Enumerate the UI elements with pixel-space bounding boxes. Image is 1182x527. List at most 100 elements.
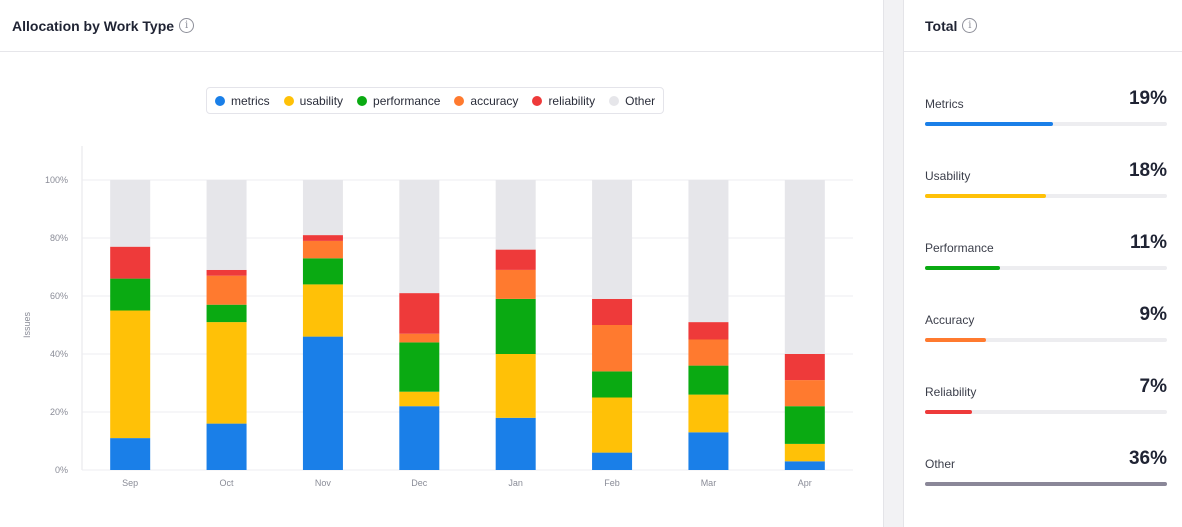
bar-segment-reliability — [399, 293, 440, 334]
legend-label-other: Other — [625, 93, 656, 108]
bar-segment-performance — [110, 278, 151, 311]
bar-segment-accuracy — [206, 275, 247, 305]
total-bar-track — [925, 122, 1167, 126]
total-value: 19% — [1128, 88, 1167, 109]
legend-item-metrics[interactable]: metrics — [215, 94, 270, 108]
total-label: Accuracy — [925, 313, 975, 327]
bar-segment-other — [592, 180, 633, 299]
bar-segment-other — [784, 180, 825, 354]
total-bar-fill — [925, 266, 1001, 270]
legend-item-reliability[interactable]: reliability — [532, 94, 595, 108]
bar-segment-metrics — [688, 432, 729, 470]
legend-dot-accuracy — [454, 95, 465, 106]
chart-legend: metrics usability performance accuracy r… — [206, 87, 665, 114]
bar-segment-accuracy — [302, 240, 343, 259]
x-tick-label: Apr — [798, 478, 812, 488]
allocation-panel: Allocation by Work Type i 0% 20% 40% 60% 80%… — [0, 17, 883, 488]
info-icon[interactable]: i — [962, 18, 978, 33]
x-tick-label: Nov — [315, 478, 332, 488]
bar-segment-reliability — [592, 298, 633, 325]
bar-segment-usability — [495, 354, 536, 418]
legend-label-usability: usability — [299, 93, 344, 108]
total-bar-fill — [925, 122, 1054, 126]
bar-segment-other — [399, 180, 440, 294]
total-value: 11% — [1130, 232, 1167, 253]
bar-segment-performance — [592, 371, 633, 398]
panel-divider — [883, 0, 904, 527]
legend-item-accuracy[interactable]: accuracy — [454, 94, 518, 108]
legend-item-other[interactable]: Other — [609, 94, 655, 108]
total-bar-track — [925, 266, 1167, 270]
stacked-bar-chart: 0% 20% 40% 60% 80% 100% Issues Sep Oct Nov Dec Jan F… — [22, 146, 853, 488]
total-label: Other — [925, 457, 956, 471]
total-label: Usability — [925, 169, 971, 183]
total-value: 36% — [1128, 448, 1167, 469]
bar-segment-usability — [399, 391, 440, 407]
bar-segment-reliability — [302, 235, 343, 241]
legend-dot-usability — [283, 95, 294, 106]
bar-segment-accuracy — [592, 325, 633, 372]
bar-segment-performance — [302, 258, 343, 285]
bar-segment-performance — [399, 342, 440, 392]
y-axis-title: Issues — [22, 311, 32, 338]
bar-segment-reliability — [206, 269, 247, 276]
legend-label-performance: performance — [373, 93, 441, 108]
x-tick-label: Sep — [122, 478, 138, 488]
bar-segment-other — [688, 180, 729, 323]
y-tick-label: 40% — [50, 349, 68, 359]
bar-segment-usability — [592, 397, 633, 453]
bar-segment-reliability — [110, 246, 151, 279]
x-tick-label: Jan — [508, 478, 523, 488]
bar-segment-accuracy — [784, 380, 825, 407]
bar-segment-performance — [206, 304, 247, 323]
y-tick-label: 20% — [50, 407, 68, 417]
allocation-panel-title: Allocation by Work Type — [12, 17, 175, 34]
x-tick-label: Oct — [220, 478, 235, 488]
total-label: Reliability — [925, 385, 977, 399]
bar-segment-accuracy — [688, 339, 729, 366]
bar-segment-other — [206, 180, 247, 270]
total-bar-fill — [925, 194, 1046, 198]
y-tick-label: 0% — [55, 465, 68, 475]
total-value: 18% — [1128, 160, 1167, 181]
bar-segment-usability — [784, 443, 825, 462]
total-label: Performance — [925, 241, 994, 255]
total-bar-fill — [925, 410, 973, 414]
bar-segment-reliability — [784, 354, 825, 381]
total-bar-track — [925, 194, 1167, 198]
bar-segment-usability — [110, 310, 151, 439]
bar-segment-performance — [495, 298, 536, 354]
x-tick-label: Mar — [701, 478, 717, 488]
legend-label-accuracy: accuracy — [470, 93, 519, 108]
bar-segment-other — [495, 180, 536, 250]
info-icon[interactable]: i — [179, 18, 195, 33]
bar-segment-metrics — [784, 461, 825, 470]
x-tick-label: Dec — [411, 478, 428, 488]
legend-item-usability[interactable]: usability — [283, 93, 344, 108]
bar-segment-metrics — [592, 452, 633, 470]
totals-panel-header: Total i — [904, 0, 1182, 52]
bar-segment-usability — [302, 284, 343, 337]
totals-panel-title: Total — [925, 17, 958, 34]
bar-segment-accuracy — [399, 333, 440, 343]
legend-dot-metrics — [215, 95, 225, 106]
bar-segment-performance — [688, 365, 729, 395]
bar-segment-metrics — [302, 336, 343, 470]
total-bar-fill — [925, 338, 986, 342]
legend-dot-other — [609, 95, 620, 106]
total-bar-track — [925, 410, 1167, 414]
bar-segment-metrics — [399, 406, 440, 470]
totals-panel: Total i Metrics 19% Usability 18% Perfor… — [904, 0, 1182, 527]
x-tick-label: Feb — [604, 478, 620, 488]
bar-segment-reliability — [495, 249, 536, 270]
total-value: 9% — [1139, 304, 1167, 325]
legend-label-reliability: reliability — [548, 93, 596, 108]
bar-segment-other — [302, 180, 343, 236]
bar-segment-metrics — [206, 423, 247, 470]
bar-segment-performance — [784, 406, 825, 444]
total-bar-fill — [925, 482, 1167, 486]
legend-item-performance[interactable]: performance — [357, 94, 440, 108]
bar-segment-other — [110, 180, 151, 247]
bar-segment-usability — [688, 394, 729, 433]
total-bar-track — [925, 482, 1167, 486]
